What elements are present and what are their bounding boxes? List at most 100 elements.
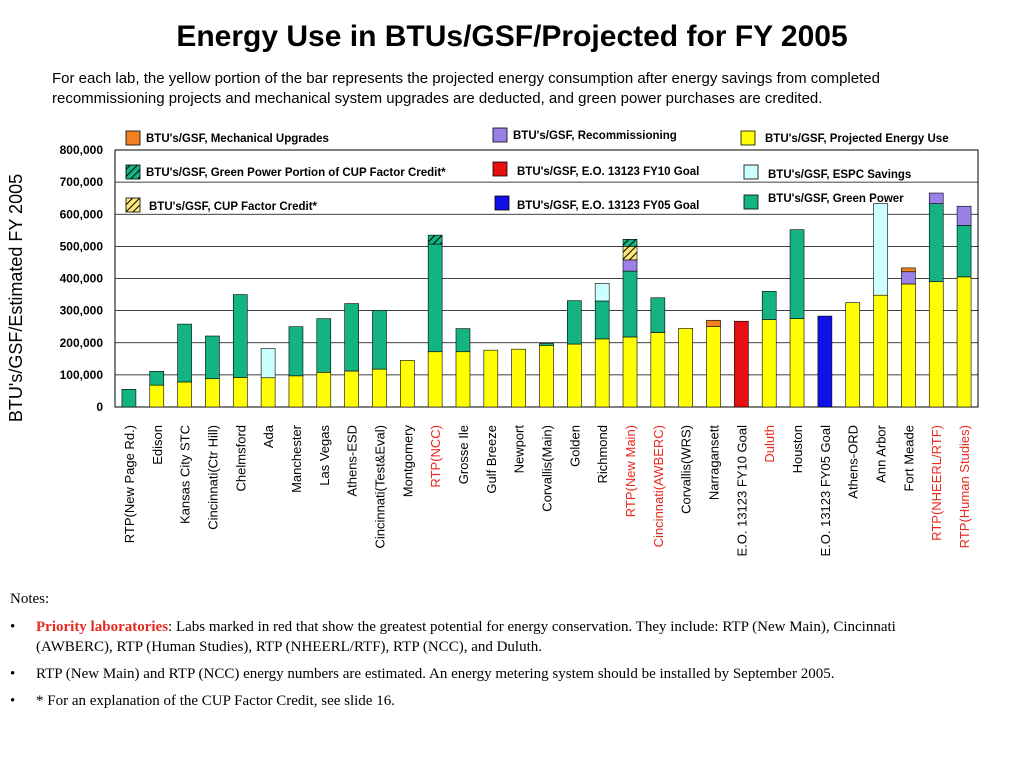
legend-swatch-goal10 — [492, 161, 508, 177]
bar-segment-green_cup — [622, 239, 638, 247]
bar-segment-projected — [567, 343, 582, 408]
x-tick-label: RTP(NCC) — [428, 425, 443, 488]
bar-segment-green_power — [149, 371, 165, 386]
bar-segment-green_power — [232, 294, 248, 378]
x-tick-label: Chelmsford — [233, 425, 248, 491]
x-tick-label: Gulf Breeze — [484, 425, 499, 494]
bar-segment-green_power — [177, 323, 192, 383]
y-tick-label: 700,000 — [60, 175, 104, 189]
note-text: * For an explanation of the CUP Factor C… — [36, 693, 395, 709]
bar-segment-green_power — [956, 225, 972, 278]
y-tick-label: 100,000 — [60, 368, 104, 382]
bar-segment-projected — [873, 294, 888, 408]
legend-label: BTU's/GSF, E.O. 13123 FY05 Goal — [517, 200, 699, 212]
bar-segment-green_power — [455, 328, 471, 353]
x-tick-label: Duluth — [762, 425, 777, 463]
bar-segment-green_power — [594, 300, 610, 340]
bar-segment-projected — [706, 326, 721, 408]
x-tick-label: RTP(New Main) — [623, 425, 638, 517]
legend-label: BTU's/GSF, Green Power Portion of CUP Fa… — [146, 167, 446, 179]
x-tick-label: RTP(Human Studies) — [957, 425, 972, 548]
bar-segment-mechanical — [706, 319, 721, 327]
stacked-bar-chart: 0 100,000 200,000 300,000 400,000 500,000 600,… — [6, 127, 979, 557]
bar-segment-projected — [177, 381, 192, 408]
x-tick-label: E.O. 13123 FY05 Goal — [818, 425, 833, 557]
bar-segment-green_power — [789, 229, 805, 319]
bar-segment-projected — [511, 348, 526, 408]
gridlines — [114, 149, 979, 408]
x-tick-label: Houston — [790, 425, 805, 473]
y-tick-label: 400,000 — [60, 272, 104, 286]
bars — [121, 192, 972, 408]
bar-segment-green_power — [761, 291, 777, 320]
priority-labs-label: Priority laboratories — [36, 619, 169, 635]
bar-segment-projected — [845, 302, 861, 408]
x-tick-label: Corvallis(WRS) — [679, 425, 694, 514]
y-tick-label: 500,000 — [60, 239, 104, 253]
bar-segment-projected — [205, 378, 220, 408]
bar-segment-projected — [928, 281, 944, 408]
bar-segment-projected — [427, 351, 443, 408]
bar-segment-projected — [901, 283, 916, 408]
x-tick-label: Corvallis(Main) — [540, 425, 555, 512]
bar-segment-projected — [400, 360, 415, 408]
bar-segment-projected — [761, 319, 777, 408]
bar-segment-espc — [873, 203, 888, 296]
legend: BTU's/GSF, Projected Energy Use BTU's/GSF… — [125, 127, 949, 213]
bullet: • — [10, 619, 16, 635]
bullet: • — [10, 666, 16, 682]
x-tick-label: Fort Meade — [901, 425, 916, 491]
bar-segment-projected — [650, 332, 666, 408]
bar-segment-projected — [344, 370, 359, 408]
x-tick-label: Kansas City STC — [178, 425, 193, 524]
notes-header: Notes: — [10, 591, 50, 607]
legend-swatch-goal05 — [494, 195, 510, 211]
bar-segment-green_power — [344, 303, 359, 372]
bar-segment-espc — [260, 348, 276, 379]
x-tick-label: Edison — [150, 425, 165, 465]
x-tick-label: Ann Arbor — [874, 424, 889, 482]
x-tick-label: Narragansett — [707, 425, 722, 501]
legend-swatch-green_cup — [125, 164, 141, 180]
bar-segment-green_power — [288, 326, 304, 377]
bar-segment-projected — [232, 377, 248, 408]
note-item: • Priority laboratories: Labs marked in … — [10, 617, 936, 657]
y-tick-label: 0 — [96, 400, 103, 414]
bar-segment-projected — [260, 377, 276, 408]
legend-label: BTU's/GSF, Green Power — [768, 193, 904, 205]
bar-segment-goal05 — [817, 315, 833, 408]
x-tick-label: Montgomery — [400, 425, 415, 498]
bar-segment-green_power — [121, 389, 137, 408]
x-tick-label: RTP(New Page Rd.) — [122, 425, 137, 543]
note-text: RTP (New Main) and RTP (NCC) energy numb… — [36, 666, 835, 682]
note-text: : Labs marked in red that show the great… — [36, 619, 896, 655]
y-tick-label: 200,000 — [60, 336, 104, 350]
bar-segment-green_power — [622, 270, 638, 338]
x-tick-label: Athens-ESD — [345, 425, 360, 497]
x-tick-label: Las Vegas — [317, 425, 332, 486]
bar-segment-green_cup — [427, 234, 443, 245]
bar-segment-mechanical — [901, 267, 916, 273]
bar-segment-espc — [594, 283, 610, 302]
y-tick-label: 800,000 — [60, 143, 104, 157]
x-tick-label: Cincinnati(Test&Eval) — [372, 425, 387, 549]
x-tick-label: Richmond — [595, 425, 610, 484]
x-tick-label: RTP(NHEERL/RTF) — [929, 425, 944, 541]
bar-segment-green_power — [427, 243, 443, 353]
legend-label: BTU's/GSF, E.O. 13123 FY10 Goal — [517, 166, 699, 178]
legend-label: BTU's/GSF, Recommissioning — [513, 130, 677, 142]
x-tick-label: Manchester — [289, 424, 304, 493]
bar-segment-projected — [956, 276, 972, 408]
bar-segment-projected — [678, 327, 693, 408]
bar-segment-projected — [372, 368, 387, 408]
legend-label: BTU's/GSF, Projected Energy Use — [765, 133, 949, 145]
chart-description: For each lab, the yellow portion of the … — [52, 70, 880, 107]
bar-segment-goal10 — [734, 320, 749, 408]
bar-segment-projected — [539, 345, 554, 408]
note-item: • RTP (New Main) and RTP (NCC) energy nu… — [10, 664, 936, 684]
legend-label: BTU's/GSF, Mechanical Upgrades — [146, 133, 329, 145]
legend-swatch-cup_factor — [125, 197, 141, 213]
y-tick-label: 600,000 — [60, 207, 104, 221]
legend-label: BTU's/GSF, ESPC Savings — [768, 169, 911, 181]
y-tick-label: 300,000 — [60, 304, 104, 318]
